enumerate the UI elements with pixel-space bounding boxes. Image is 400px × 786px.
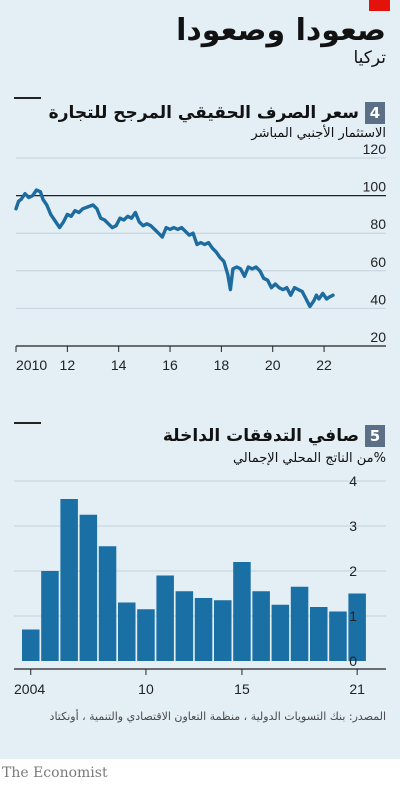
bar-2014 bbox=[214, 600, 232, 661]
chart5-title: صافي التدفقات الداخلة bbox=[162, 426, 359, 446]
chart5-dash bbox=[14, 422, 41, 424]
bar-2009 bbox=[118, 602, 136, 661]
y-tick-label: 1 bbox=[349, 608, 357, 624]
x-tick-label: 20 bbox=[265, 357, 281, 373]
y-tick-label: 100 bbox=[363, 179, 387, 195]
y-tick-label: 4 bbox=[349, 473, 357, 489]
x-tick-label: 22 bbox=[316, 357, 332, 373]
y-tick-label: 2 bbox=[349, 563, 357, 579]
y-tick-label: 20 bbox=[370, 329, 386, 345]
chart4-number-badge: 4 bbox=[365, 102, 385, 124]
y-tick-label: 80 bbox=[370, 216, 386, 232]
x-tick-label: 15 bbox=[234, 681, 250, 697]
bar-2017 bbox=[271, 604, 290, 661]
x-tick-label: 10 bbox=[138, 681, 154, 697]
bar-2016 bbox=[252, 591, 270, 661]
x-tick-label: 12 bbox=[60, 357, 76, 373]
chart5-number-badge: 5 bbox=[365, 425, 385, 447]
y-tick-label: 120 bbox=[363, 141, 387, 157]
bar-2015 bbox=[233, 562, 251, 661]
y-tick-label: 60 bbox=[370, 254, 386, 270]
x-tick-label: 18 bbox=[214, 357, 230, 373]
bar-2006 bbox=[60, 499, 78, 661]
x-tick-label: 21 bbox=[349, 681, 365, 697]
brand-red-tab bbox=[369, 0, 390, 11]
bar-2013 bbox=[194, 598, 213, 661]
bar-2019 bbox=[310, 607, 328, 661]
bar-2008 bbox=[98, 546, 117, 661]
bar-2011 bbox=[156, 575, 174, 661]
source-note: المصدر: بنك التسويات الدولية ، منظمة الت… bbox=[49, 710, 386, 723]
bar-2005 bbox=[41, 571, 59, 661]
x-tick-label: 14 bbox=[111, 357, 127, 373]
bar-2012 bbox=[175, 591, 194, 661]
x-tick-label: 2004 bbox=[14, 681, 45, 697]
bar-2018 bbox=[290, 586, 309, 661]
exchange-rate-line bbox=[14, 188, 335, 309]
bar-2020 bbox=[329, 611, 347, 661]
x-tick-label: 16 bbox=[162, 357, 178, 373]
bar-2004 bbox=[22, 629, 40, 661]
main-title: صعودا وصعودا bbox=[176, 13, 386, 48]
x-tick-label: 2010 bbox=[16, 357, 47, 373]
bar-2010 bbox=[137, 609, 155, 661]
chart5-subtitle: %من الناتج المحلي الإجمالي bbox=[232, 451, 386, 466]
chart4-title: سعر الصرف الحقيقي المرجح للتجارة bbox=[48, 103, 359, 123]
bar-2007 bbox=[79, 514, 98, 661]
y-tick-label: 0 bbox=[349, 653, 357, 669]
bar-2021 bbox=[348, 593, 366, 661]
y-tick-label: 40 bbox=[370, 291, 386, 307]
y-tick-label: 3 bbox=[349, 518, 357, 534]
chart4-subtitle: الاستثمار الأجنبي المباشر bbox=[251, 126, 386, 141]
chart4-dash bbox=[14, 97, 41, 99]
main-subtitle: تركيا bbox=[353, 48, 386, 68]
brand-logo: The Economist bbox=[2, 765, 108, 781]
